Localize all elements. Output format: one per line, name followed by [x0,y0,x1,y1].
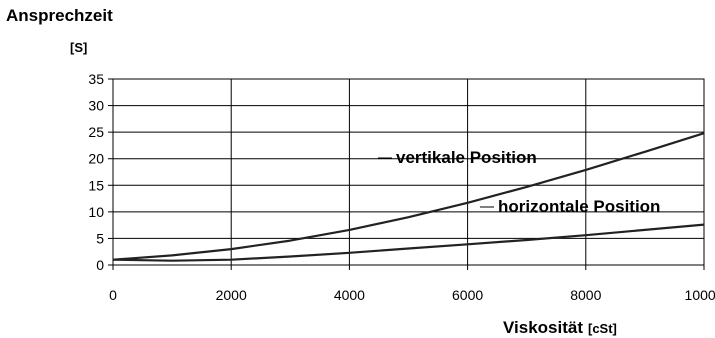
plot-grid [108,78,705,270]
plot-frame [112,78,705,266]
y-tick-label: 30 [88,98,104,114]
data-lines [112,132,705,262]
y-tick-label: 15 [88,177,104,193]
y-tick-label: 20 [88,151,104,167]
y-tick-label: 10 [88,204,104,220]
y-tick-label: 0 [96,257,104,273]
chart-title: Ansprechzeit [6,6,113,25]
x-tick-label: 6000 [452,287,483,303]
x-tick-label: 4000 [334,287,365,303]
x-axis-label: Viskosität [cSt] [503,318,617,337]
y-axis-label: [S] [70,40,87,55]
annotation-vertical-text: vertikale Position [396,148,537,167]
x-axis-label-unit: [cSt] [588,321,617,336]
y-tick-label: 5 [96,230,104,246]
x-tick-labels: 0 2000 4000 6000 8000 10000 [109,287,715,303]
series-line-horizontal [112,223,705,262]
x-tick-label: 2000 [216,287,247,303]
series-line-vertikal [112,132,705,261]
x-tick-label: 8000 [570,287,601,303]
y-tick-label: 25 [88,124,104,140]
annotation-horizontal: horizontale Position [480,197,660,216]
annotation-horizontal-text: horizontale Position [498,197,660,216]
y-tick-labels: 0 5 10 15 20 25 30 35 [88,71,104,273]
x-axis-label-text: Viskosität [503,318,583,337]
x-tick-label: 10000 [685,287,715,303]
annotation-vertical: vertikale Position [378,148,537,167]
y-tick-label: 35 [88,71,104,87]
x-tick-label: 0 [109,287,117,303]
